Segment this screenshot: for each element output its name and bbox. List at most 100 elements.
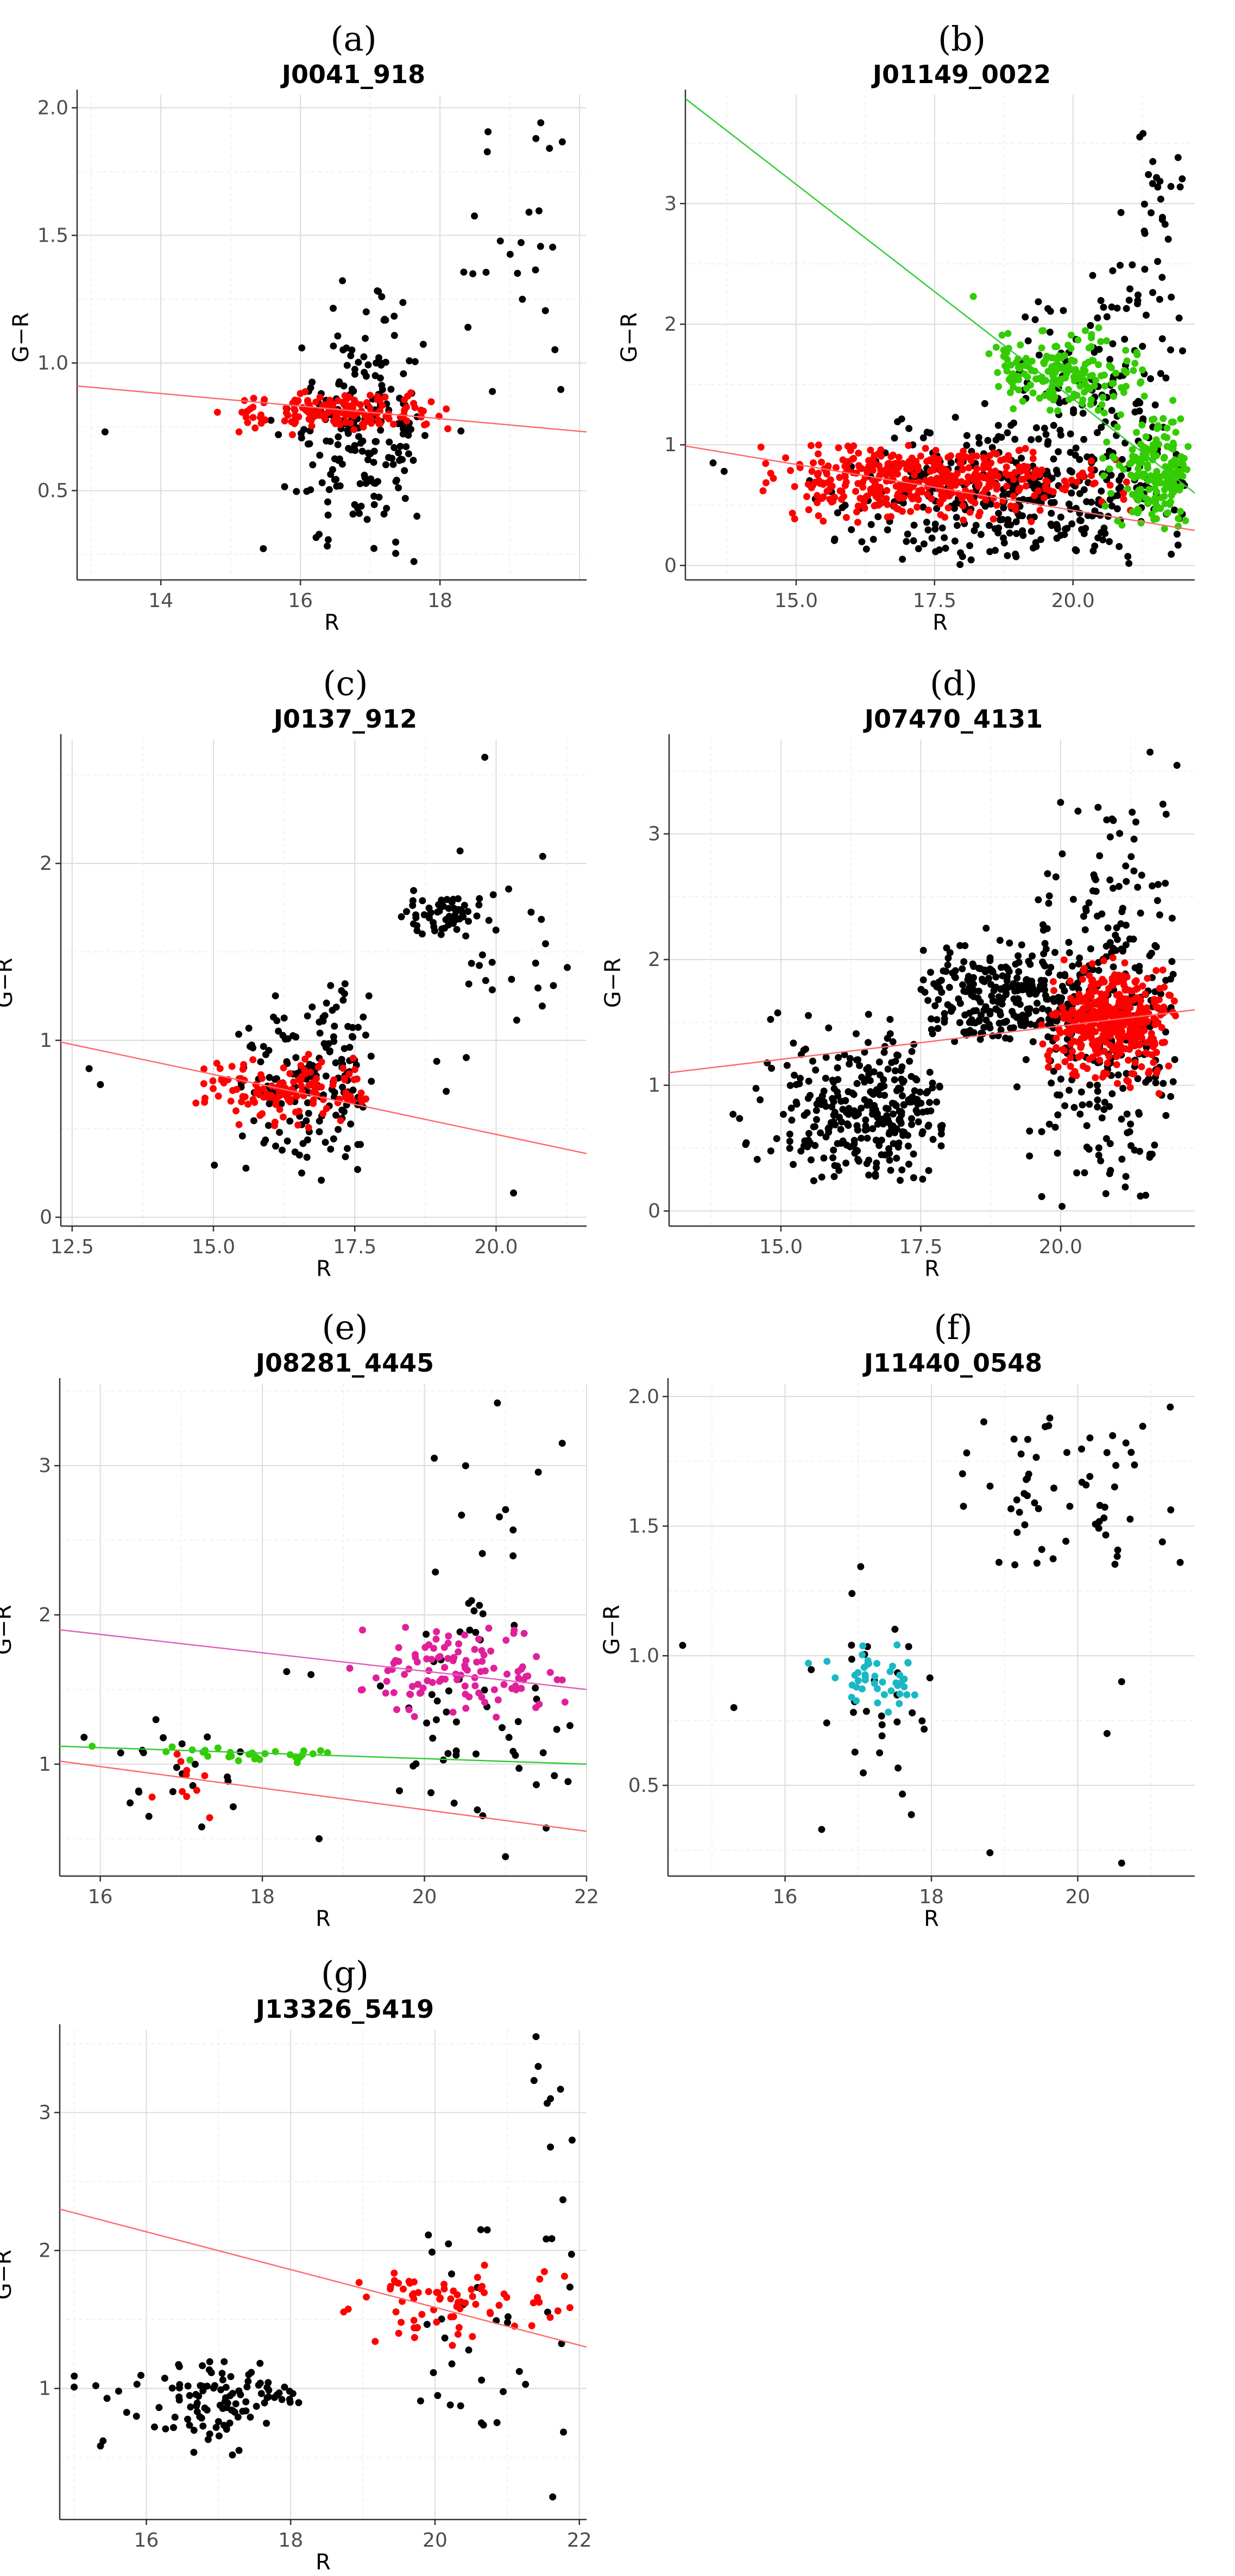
data-point [162, 2425, 169, 2433]
data-point [813, 1116, 821, 1123]
data-point [472, 2301, 480, 2308]
data-point [959, 981, 967, 989]
data-point [959, 1470, 966, 1478]
data-point [279, 1090, 287, 1098]
data-point [904, 531, 911, 538]
data-point [358, 1098, 366, 1106]
data-point [537, 243, 544, 250]
data-point [1100, 1106, 1108, 1113]
data-point [1047, 499, 1055, 507]
panel-letter: (d) [930, 664, 978, 703]
data-point [1178, 459, 1186, 466]
data-point [219, 2405, 226, 2413]
data-point [873, 1659, 881, 1667]
data-point [1108, 981, 1116, 989]
data-point [1149, 158, 1157, 166]
series-red [192, 1051, 370, 1132]
data-point [908, 1047, 916, 1055]
data-point [786, 1082, 794, 1089]
data-point [376, 1682, 384, 1690]
data-point [419, 1684, 427, 1692]
data-point [400, 425, 407, 433]
data-point [410, 2295, 418, 2302]
data-point [291, 1148, 299, 1156]
data-point [1019, 512, 1026, 520]
data-point [1098, 990, 1105, 997]
data-point [1087, 343, 1095, 350]
data-point [1011, 371, 1018, 379]
data-point [888, 1059, 896, 1066]
data-point [1154, 881, 1162, 888]
x-tick-label: 22 [567, 2529, 592, 2552]
data-point [1125, 560, 1133, 567]
data-point [891, 502, 898, 509]
data-point [1067, 1040, 1074, 1047]
data-point [1032, 542, 1040, 550]
data-point [551, 1772, 558, 1779]
data-point [251, 424, 259, 432]
data-point [192, 2391, 200, 2398]
data-point [836, 473, 843, 481]
data-point [1133, 351, 1141, 358]
data-point [1046, 329, 1054, 336]
data-point [560, 2272, 568, 2280]
data-point [1087, 465, 1095, 473]
data-point [1050, 455, 1057, 463]
data-point [1134, 1075, 1142, 1083]
y-axis-title: G−R [9, 312, 34, 362]
data-point [330, 1038, 338, 1045]
data-point [1114, 978, 1122, 986]
data-point [235, 1031, 243, 1038]
data-point [894, 1682, 902, 1689]
data-point [1141, 200, 1148, 208]
data-point [808, 468, 816, 475]
data-point [919, 1108, 927, 1116]
data-point [559, 2196, 567, 2204]
data-point [818, 458, 826, 466]
data-point [1106, 876, 1114, 884]
data-point [1010, 476, 1017, 483]
data-point [327, 982, 335, 989]
data-point [1095, 1144, 1102, 1152]
data-point [1013, 1496, 1020, 1504]
data-point [244, 2378, 252, 2385]
data-point [423, 2321, 431, 2328]
x-tick-label: 16 [134, 2529, 159, 2552]
data-point [941, 465, 948, 473]
data-point [392, 2308, 400, 2316]
y-axis-title: G−R [0, 2250, 16, 2300]
data-point [1038, 1021, 1045, 1028]
data-point [1095, 967, 1102, 974]
data-point [990, 449, 998, 457]
data-point [865, 1171, 873, 1179]
data-point [309, 461, 317, 469]
data-point [895, 453, 903, 461]
data-point [867, 446, 874, 454]
data-point [551, 346, 559, 353]
data-point [808, 1666, 815, 1674]
data-point [1075, 374, 1082, 381]
data-point [943, 475, 951, 483]
data-point [402, 443, 410, 451]
data-point [256, 2359, 264, 2367]
data-point [800, 1142, 808, 1150]
data-point [995, 509, 1003, 517]
data-point [831, 535, 839, 543]
data-point [1133, 300, 1141, 307]
data-point [267, 1091, 275, 1099]
data-point [561, 1699, 569, 1706]
data-point [1103, 1449, 1111, 1456]
data-point [503, 1670, 511, 1678]
data-point [127, 1799, 134, 1807]
data-point [247, 2413, 254, 2421]
data-point [1118, 456, 1126, 463]
data-point [944, 504, 952, 512]
data-point [976, 1036, 984, 1043]
data-point [867, 1088, 874, 1095]
data-point [327, 1145, 335, 1153]
data-point [333, 482, 341, 490]
data-point [1146, 497, 1154, 505]
data-point [330, 342, 337, 350]
data-point [1101, 1098, 1108, 1106]
data-point [927, 1107, 935, 1115]
